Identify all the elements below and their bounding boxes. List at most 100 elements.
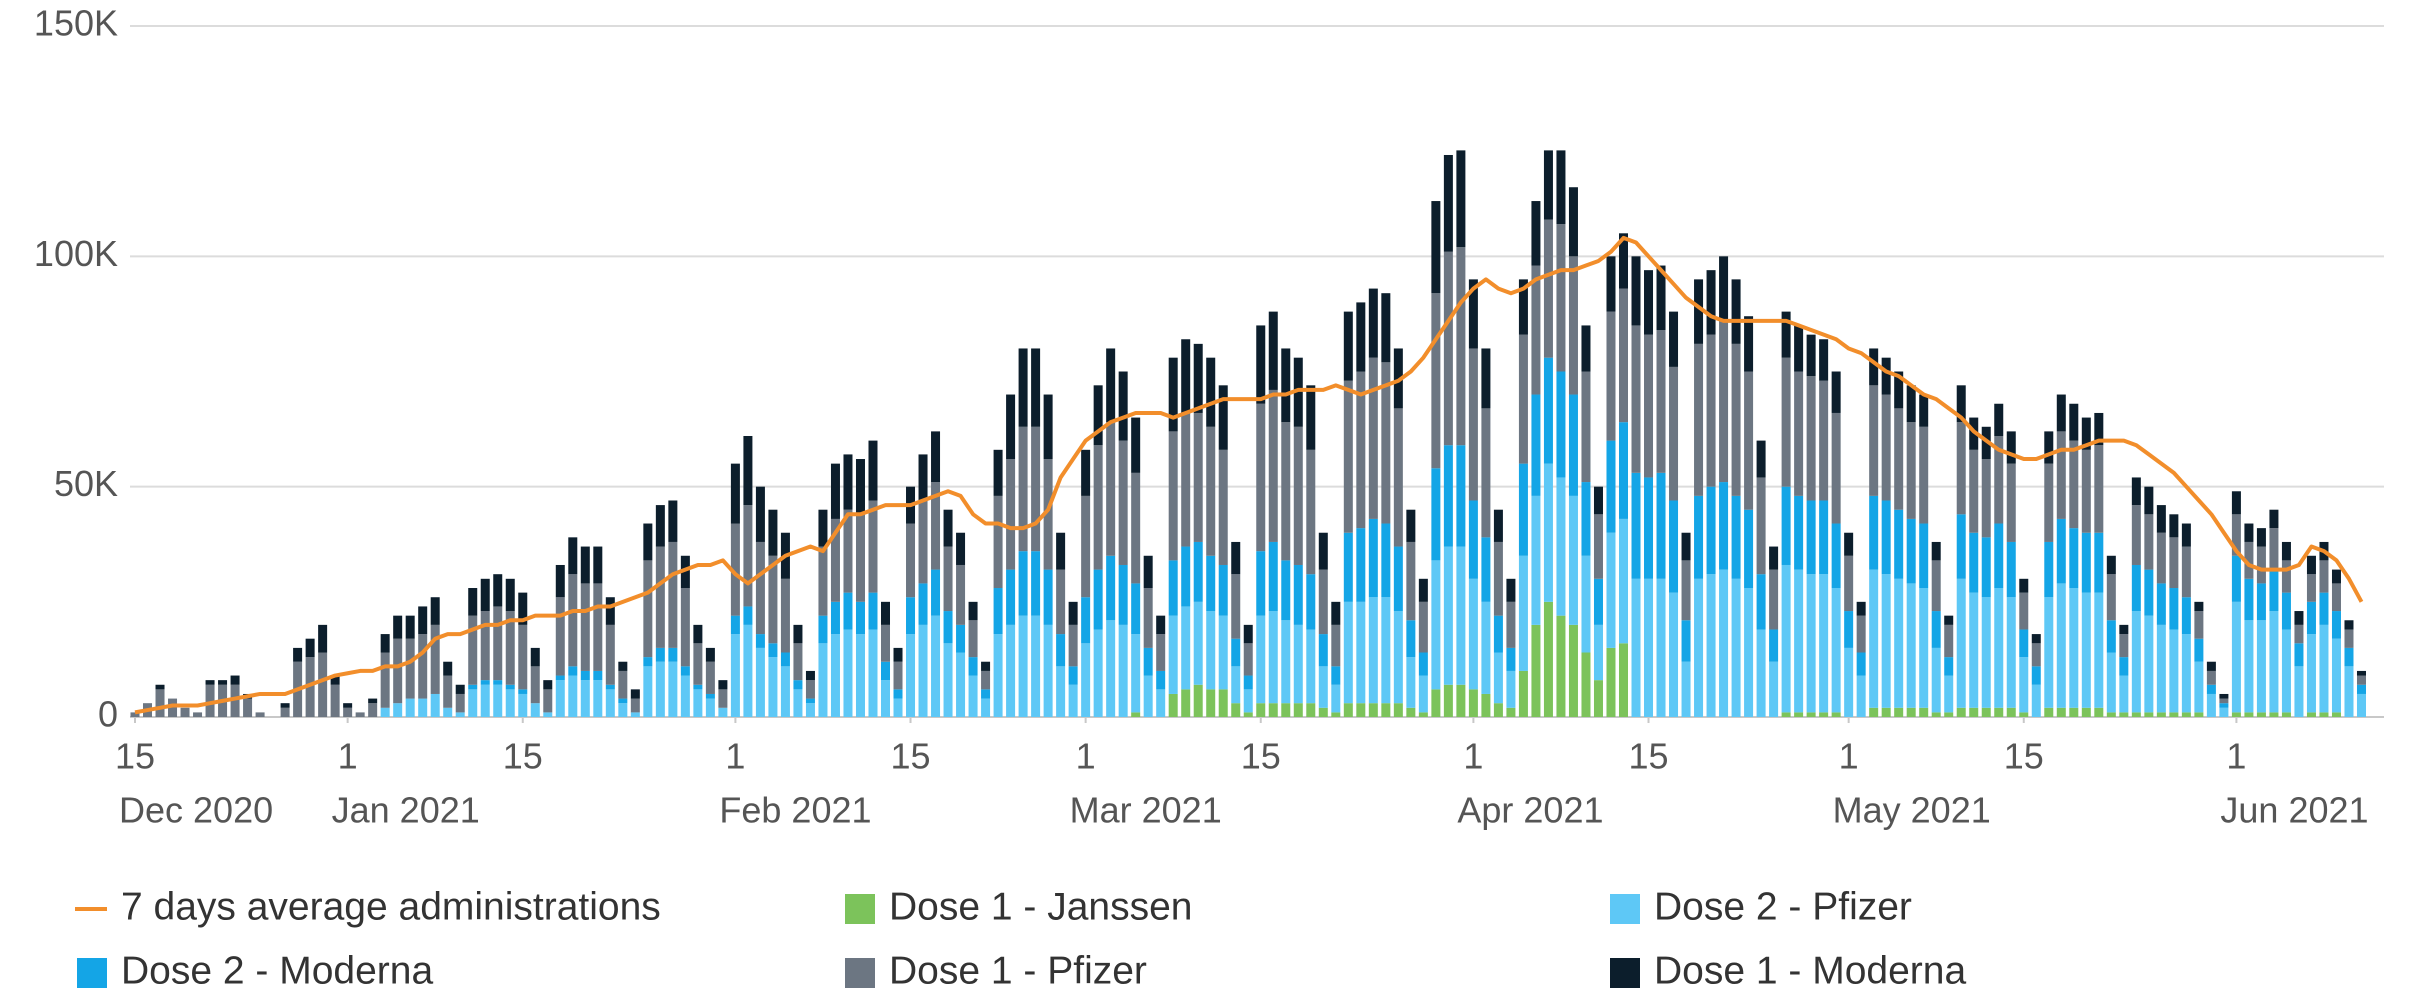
- bar: [718, 707, 728, 717]
- bar: [468, 588, 478, 616]
- bar: [1068, 624, 1078, 667]
- bar: [1568, 495, 1578, 625]
- bar: [1243, 624, 1253, 644]
- bar: [2144, 514, 2154, 570]
- bar: [868, 629, 878, 717]
- bar: [705, 661, 715, 694]
- bar: [868, 500, 878, 593]
- bar: [1681, 661, 1691, 717]
- legend-item[interactable]: Dose 2 - Pfizer: [1610, 885, 1912, 928]
- bar: [2156, 583, 2166, 625]
- bar: [1831, 588, 1841, 713]
- bar: [1343, 532, 1353, 602]
- bar: [1043, 624, 1053, 717]
- x-month-label: Feb 2021: [719, 790, 871, 831]
- bar: [193, 712, 203, 717]
- bar: [1931, 541, 1941, 561]
- bar: [1844, 532, 1854, 556]
- bar: [1493, 541, 1503, 616]
- bar: [1593, 514, 1603, 579]
- bar: [1043, 459, 1053, 570]
- bar: [1406, 620, 1416, 658]
- legend-label: Dose 2 - Pfizer: [1654, 885, 1912, 928]
- bar: [1881, 394, 1891, 501]
- bar: [1243, 712, 1253, 717]
- bar: [880, 601, 891, 625]
- bar: [1243, 675, 1253, 690]
- bar: [643, 523, 653, 561]
- bar: [2119, 675, 2129, 713]
- bar: [2281, 592, 2291, 630]
- bar: [580, 583, 590, 671]
- bar: [1568, 624, 1578, 717]
- bar: [1981, 597, 1991, 708]
- bar: [1006, 569, 1016, 625]
- bar: [1618, 288, 1629, 423]
- bar: [755, 647, 765, 717]
- bar: [1568, 187, 1578, 257]
- bar: [1031, 348, 1041, 427]
- legend-item[interactable]: 7 days average administrations: [75, 885, 661, 928]
- bar: [443, 707, 453, 717]
- bar: [1281, 348, 1291, 423]
- bar: [1656, 578, 1666, 717]
- x-tick-label: 15: [2004, 736, 2044, 777]
- y-tick-label: 0: [98, 694, 118, 735]
- bar: [1669, 592, 1679, 717]
- bar: [2031, 634, 2041, 644]
- bar: [1919, 588, 1929, 708]
- bar: [680, 588, 690, 667]
- bar: [380, 634, 390, 653]
- legend-item[interactable]: Dose 1 - Pfizer: [845, 949, 1147, 992]
- bar: [2231, 491, 2241, 515]
- bar: [1093, 445, 1103, 570]
- bar: [1468, 500, 1478, 579]
- bar: [730, 615, 740, 635]
- bar: [405, 698, 415, 717]
- bar: [318, 652, 328, 717]
- bar: [643, 657, 653, 667]
- bar: [605, 689, 615, 717]
- bar: [1794, 371, 1804, 496]
- legend-swatch: [1610, 958, 1640, 988]
- bar: [305, 657, 315, 717]
- bar: [1356, 703, 1366, 717]
- bar: [1806, 712, 1816, 717]
- bar: [693, 624, 703, 644]
- bar: [1518, 670, 1528, 717]
- bar: [1156, 634, 1166, 671]
- bar: [543, 689, 553, 713]
- bar: [1256, 703, 1266, 717]
- bar: [1243, 689, 1253, 713]
- bar: [1156, 689, 1166, 717]
- bar: [830, 463, 840, 519]
- bar: [1869, 385, 1879, 496]
- bar: [2106, 555, 2116, 575]
- bar: [768, 643, 778, 658]
- bar: [218, 680, 228, 685]
- bar: [968, 620, 978, 658]
- bar: [405, 615, 415, 639]
- bar: [956, 564, 966, 625]
- bar: [1618, 233, 1629, 289]
- bar: [568, 675, 578, 717]
- legend-item[interactable]: Dose 1 - Moderna: [1610, 949, 1966, 992]
- x-month-label: Dec 2020: [119, 790, 273, 831]
- bar: [1781, 712, 1791, 717]
- legend-item[interactable]: Dose 2 - Moderna: [77, 949, 433, 992]
- bar: [2119, 657, 2129, 676]
- legend-item[interactable]: Dose 1 - Janssen: [845, 885, 1193, 928]
- bar: [2206, 670, 2216, 685]
- bar: [2044, 707, 2054, 717]
- bar: [830, 634, 840, 717]
- bar: [2319, 624, 2329, 713]
- bar: [1631, 472, 1641, 579]
- bar: [1468, 689, 1478, 717]
- bar: [855, 601, 865, 635]
- bar: [1931, 611, 1941, 648]
- bar: [1331, 601, 1341, 625]
- bar: [2106, 620, 2116, 653]
- bar: [1193, 412, 1203, 542]
- bar: [580, 670, 590, 681]
